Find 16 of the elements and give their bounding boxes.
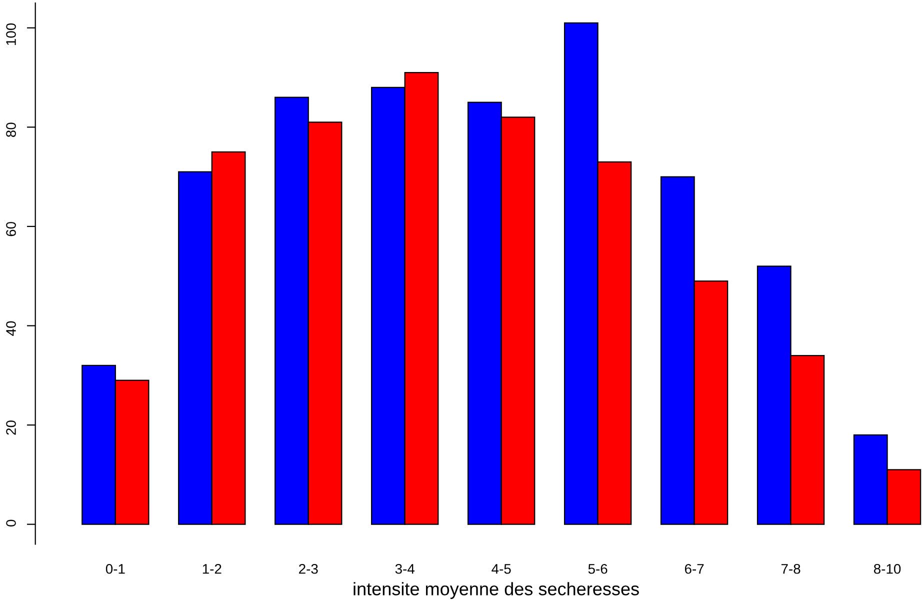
y-tick-label: 100 [6,23,16,45]
x-tick-label: 5-6 [588,564,608,574]
y-tick-label: 60 [6,222,16,236]
x-axis-title: intensite moyenne des secheresses [354,582,639,599]
x-tick-label: 3-4 [395,564,414,574]
x-tick-label: 2-3 [299,564,318,574]
y-tick-label: 20 [6,420,16,435]
y-tick-label: 0 [6,520,16,526]
x-tick-label: 8-10 [874,564,901,574]
x-tick-label: 0-1 [106,564,125,574]
x-tick-label: 4-5 [492,564,511,574]
y-tick-label: 40 [6,321,16,336]
x-tick-label: 7-8 [781,564,800,574]
y-tick-label: 80 [6,122,16,137]
x-tick-label: 6-7 [684,564,704,574]
x-tick-label: 1-2 [202,564,222,574]
